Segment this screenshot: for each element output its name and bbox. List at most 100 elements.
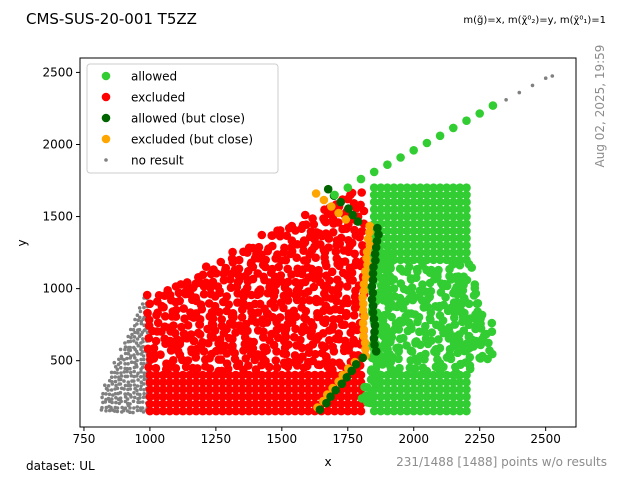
- data-point-no-result: [135, 405, 140, 409]
- data-point-excluded: [327, 294, 336, 303]
- data-point-excluded: [284, 370, 293, 380]
- data-point-excluded: [336, 233, 346, 243]
- data-point-no-result: [504, 98, 508, 102]
- data-point-no-result: [128, 383, 133, 388]
- data-point-allowed: [435, 190, 445, 200]
- data-point-excluded: [244, 385, 254, 394]
- x-tick-label: 1750: [333, 432, 364, 446]
- data-point-no-result: [125, 369, 129, 374]
- data-point-excluded: [160, 312, 170, 321]
- data-point-allowed: [396, 233, 405, 243]
- data-point-allowed: [429, 255, 438, 265]
- data-point-no-result: [135, 337, 140, 341]
- data-point-no-result: [126, 351, 131, 356]
- data-point-allowed: [435, 226, 445, 236]
- data-point-allowed: [422, 190, 432, 200]
- data-point-allowed: [438, 316, 448, 325]
- data-point-no-result: [142, 388, 146, 392]
- data-point-excluded: [231, 378, 240, 387]
- data-point-excluded: [323, 378, 333, 387]
- data-point-excluded: [178, 406, 188, 416]
- data-point-allowed-close: [369, 314, 379, 324]
- data-point-allowed: [396, 255, 405, 265]
- legend-entry-label: no result: [131, 154, 184, 168]
- data-point-excluded-close: [360, 338, 370, 348]
- data-point-excluded: [158, 385, 168, 394]
- data-point-allowed: [449, 123, 458, 133]
- data-point-no-result: [100, 405, 104, 410]
- data-point-allowed: [445, 350, 454, 360]
- data-point-allowed: [396, 406, 405, 416]
- data-point-no-result: [140, 350, 145, 354]
- data-point-excluded: [224, 406, 234, 416]
- data-point-allowed: [409, 197, 419, 207]
- data-point-excluded: [347, 268, 357, 278]
- data-point-allowed: [402, 385, 412, 394]
- data-point-excluded: [277, 406, 287, 416]
- data-point-allowed: [440, 279, 450, 289]
- data-point-excluded: [284, 385, 293, 394]
- data-point-excluded-close: [319, 195, 329, 205]
- data-point-excluded: [172, 406, 181, 416]
- data-point-no-result: [134, 362, 138, 367]
- data-point-excluded-close: [334, 208, 343, 218]
- data-point-allowed: [396, 153, 405, 162]
- data-point-excluded: [205, 370, 214, 380]
- data-point-excluded: [264, 406, 273, 416]
- data-point-excluded: [145, 406, 155, 416]
- data-point-allowed-close: [337, 379, 347, 389]
- data-point-no-result: [104, 392, 108, 396]
- data-point-no-result: [139, 375, 143, 379]
- data-point-excluded: [321, 217, 331, 227]
- data-point-no-result: [131, 327, 136, 332]
- data-point-excluded: [198, 370, 207, 380]
- data-point-allowed: [409, 183, 419, 192]
- data-point-no-result: [530, 83, 535, 88]
- data-point-allowed: [376, 183, 386, 192]
- data-point-excluded: [284, 378, 293, 387]
- data-point-allowed-close: [336, 197, 346, 207]
- data-point-allowed: [462, 219, 471, 229]
- data-point-allowed: [450, 341, 460, 351]
- data-point-no-result: [106, 396, 111, 401]
- data-point-no-result: [136, 371, 140, 376]
- data-point-no-result: [134, 349, 139, 354]
- data-point-allowed: [376, 205, 386, 214]
- data-point-allowed: [442, 226, 452, 236]
- data-point-excluded: [253, 308, 263, 317]
- data-point-excluded: [152, 370, 161, 380]
- data-point-excluded: [283, 264, 293, 274]
- data-point-allowed: [416, 378, 425, 387]
- data-point-excluded: [356, 370, 366, 380]
- data-point-excluded: [231, 392, 240, 402]
- data-point-no-result: [135, 388, 139, 393]
- data-point-allowed: [396, 378, 405, 387]
- data-point-allowed: [384, 286, 393, 295]
- data-point-excluded: [270, 287, 280, 296]
- data-point-excluded: [248, 344, 258, 353]
- data-point-excluded: [221, 263, 231, 273]
- data-point-allowed: [429, 219, 438, 229]
- data-point-allowed: [449, 197, 458, 207]
- data-point-no-result: [131, 410, 135, 415]
- data-point-excluded: [251, 392, 260, 402]
- data-point-no-result: [128, 348, 133, 353]
- data-point-allowed: [449, 385, 458, 394]
- data-point-excluded: [310, 235, 319, 244]
- data-point-allowed-close: [369, 334, 379, 343]
- data-point-excluded: [205, 406, 214, 416]
- data-point-excluded-close: [358, 305, 368, 315]
- data-point-excluded: [264, 399, 273, 409]
- data-point-allowed: [389, 378, 399, 387]
- data-point-allowed: [402, 341, 411, 350]
- data-point-excluded: [176, 336, 185, 346]
- data-point-allowed: [471, 336, 481, 346]
- data-point-excluded: [274, 262, 284, 272]
- data-point-allowed: [396, 212, 405, 221]
- x-tick-label: 1500: [267, 432, 298, 446]
- data-point-allowed: [409, 241, 419, 250]
- data-point-allowed: [396, 392, 405, 402]
- data-point-allowed: [370, 354, 379, 364]
- data-point-excluded: [349, 311, 359, 320]
- data-point-allowed: [435, 378, 445, 387]
